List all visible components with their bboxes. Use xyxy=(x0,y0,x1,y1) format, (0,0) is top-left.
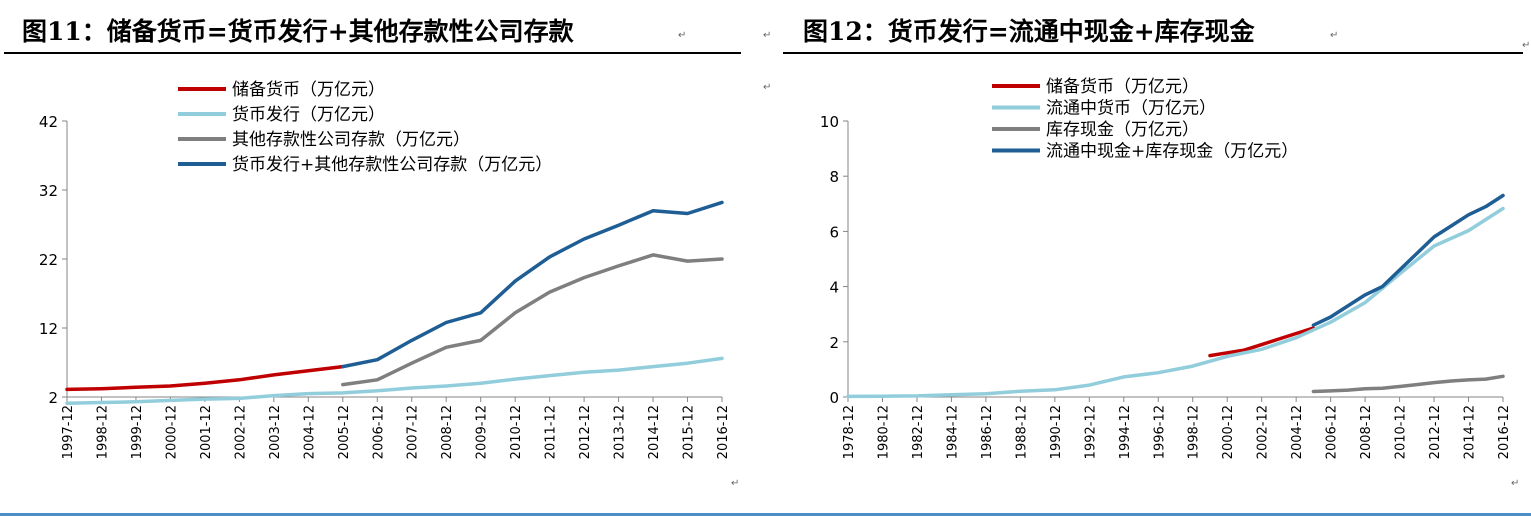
y-tick-label: 2 xyxy=(829,334,839,352)
x-tick-label: 2009-12 xyxy=(475,405,490,459)
paragraph-mark: ↵ xyxy=(1522,40,1531,51)
x-tick-label: 1992-12 xyxy=(1083,405,1098,459)
legend-label: 其他存款性公司存款（万亿元） xyxy=(232,130,470,150)
legend-label: 货币发行+其他存款性公司存款（万亿元） xyxy=(232,155,552,175)
x-tick-label: 1998-12 xyxy=(95,405,110,459)
x-tick-label: 1996-12 xyxy=(1152,405,1167,459)
x-tick-label: 2000-12 xyxy=(164,405,179,459)
x-tick-label: 2006-12 xyxy=(1325,405,1340,459)
x-tick-label: 2002-12 xyxy=(233,405,248,459)
series-line xyxy=(341,253,724,387)
x-tick-label: 2014-12 xyxy=(647,405,662,459)
x-tick-label: 2007-12 xyxy=(406,405,421,459)
paragraph-mark: ↵ xyxy=(678,30,687,41)
y-tick-label: 6 xyxy=(829,223,839,241)
x-tick-label: 2004-12 xyxy=(302,405,317,459)
x-tick-label: 2012-12 xyxy=(578,405,593,459)
x-tick-label: 1986-12 xyxy=(980,405,995,459)
x-tick-label: 2010-12 xyxy=(509,405,524,459)
reserve-money-chart: 2 12 22 32 42 1997-12 1998-12 1999-12 2000-12 200… xyxy=(39,80,731,459)
y-tick-label: 8 xyxy=(829,168,839,186)
y-tick-label: 32 xyxy=(39,182,58,200)
paragraph-mark: ↵ xyxy=(731,478,740,489)
legend-label: 流通中现金+库存现金（万亿元） xyxy=(1046,142,1298,162)
paragraph-mark: ↵ xyxy=(763,30,772,41)
x-tick-label: 2004-12 xyxy=(1290,405,1305,459)
x-tick-label: 2002-12 xyxy=(1256,405,1271,459)
y-tick-label: 42 xyxy=(39,113,58,131)
paragraph-mark: ↵ xyxy=(1330,30,1339,41)
x-tick-label: 2003-12 xyxy=(268,405,283,459)
chart-title-left: 图11：储备货币=货币发行+其他存款性公司存款 xyxy=(22,17,574,46)
x-tick-label: 1990-12 xyxy=(1049,405,1064,459)
title-rule-right xyxy=(783,52,1523,54)
chart-title-right: 图12：货币发行=流通中现金+库存现金 xyxy=(803,17,1255,46)
x-tick-label: 2006-12 xyxy=(371,405,386,459)
x-tick-label: 1998-12 xyxy=(1187,405,1202,459)
series-line xyxy=(65,364,345,392)
x-tick-label: 2008-12 xyxy=(1359,405,1374,459)
legend-label: 储备货币（万亿元） xyxy=(232,80,385,100)
x-tick-label: 2015-12 xyxy=(682,405,697,459)
y-tick-label: 12 xyxy=(39,320,58,338)
x-tick-label: 2013-12 xyxy=(613,405,628,459)
paragraph-mark: ↵ xyxy=(763,82,772,93)
x-tick-label: 1984-12 xyxy=(945,405,960,459)
series-line xyxy=(1311,193,1505,327)
x-tick-label: 2011-12 xyxy=(544,405,559,459)
x-tick-label: 2016-12 xyxy=(1497,405,1512,459)
y-tick-label: 4 xyxy=(829,279,839,297)
legend-label: 流通中货币（万亿元） xyxy=(1046,99,1216,119)
legend-label: 货币发行（万亿元） xyxy=(232,105,385,125)
x-tick-label: 1994-12 xyxy=(1118,405,1133,459)
x-tick-label: 1980-12 xyxy=(876,405,891,459)
x-tick-label: 2012-12 xyxy=(1428,405,1443,459)
series-line xyxy=(1208,326,1316,358)
y-tick-label: 0 xyxy=(829,389,839,407)
x-tick-label: 1988-12 xyxy=(1014,405,1029,459)
y-tick-label: 10 xyxy=(820,113,839,131)
y-tick-label: 22 xyxy=(39,251,58,269)
legend-label: 库存现金（万亿元） xyxy=(1046,120,1199,140)
x-tick-label: 2010-12 xyxy=(1394,405,1409,459)
series-line xyxy=(65,356,724,405)
x-tick-label: 2005-12 xyxy=(337,405,352,459)
series-line xyxy=(1311,374,1505,394)
x-tick-label: 2014-12 xyxy=(1463,405,1478,459)
x-tick-label: 2001-12 xyxy=(199,405,214,459)
bottom-border xyxy=(0,513,1531,516)
series-line xyxy=(846,206,1505,399)
y-tick-label: 2 xyxy=(48,389,58,407)
x-tick-label: 2000-12 xyxy=(1221,405,1236,459)
x-tick-label: 1999-12 xyxy=(130,405,145,459)
x-tick-label: 1982-12 xyxy=(911,405,926,459)
title-rule-left xyxy=(4,52,741,54)
x-tick-label: 1978-12 xyxy=(842,405,857,459)
series-line xyxy=(341,200,724,369)
x-tick-label: 2008-12 xyxy=(440,405,455,459)
paragraph-mark: ↵ xyxy=(1511,478,1520,489)
x-tick-label: 2016-12 xyxy=(716,405,731,459)
x-tick-label: 1997-12 xyxy=(61,405,76,459)
legend-label: 储备货币（万亿元） xyxy=(1046,77,1199,97)
